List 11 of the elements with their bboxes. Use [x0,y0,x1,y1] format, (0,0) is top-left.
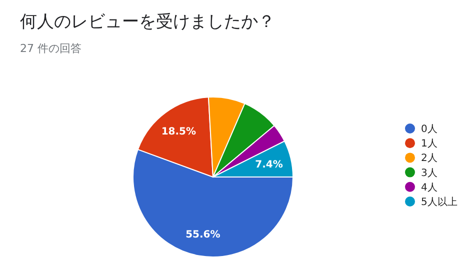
legend-label: 0人 [421,124,438,135]
data-label: 18.5% [161,126,196,138]
data-label: 55.6% [186,230,220,241]
legend-label: 1人 [421,138,438,150]
legend-label: 2人 [421,153,438,164]
legend-label: 3人 [421,168,438,179]
chart-title: 何人のレビューを受けましたか？ [20,12,275,32]
chart-subtitle: 27 件の回答 [20,42,82,55]
legend-label: 4人 [421,182,438,194]
data-label: 7.4% [255,160,283,171]
legend-label: 5人以上 [421,196,458,208]
